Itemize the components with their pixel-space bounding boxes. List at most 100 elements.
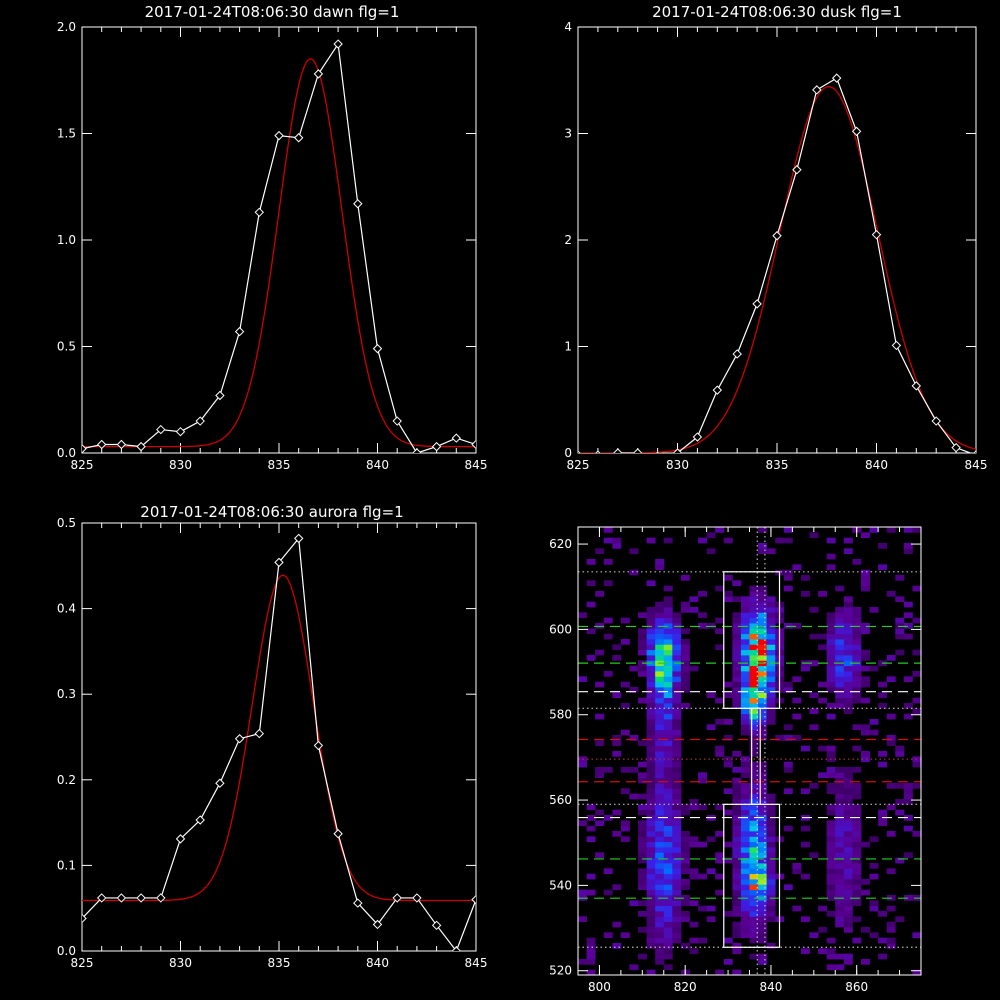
heatmap-cell bbox=[612, 655, 622, 661]
heatmap-cell bbox=[852, 649, 862, 656]
heatmap-cell bbox=[886, 804, 896, 811]
heatmap-cell bbox=[852, 783, 862, 789]
heatmap-cell bbox=[852, 916, 862, 923]
heatmap-cell bbox=[886, 527, 896, 533]
data-point-marker bbox=[353, 898, 363, 908]
heatmap-cell bbox=[749, 825, 759, 832]
heatmap-cell bbox=[758, 927, 768, 933]
heatmap-cell bbox=[835, 671, 845, 677]
heatmap-cell bbox=[852, 788, 862, 795]
heatmap-cell bbox=[818, 745, 828, 752]
heatmap-cell bbox=[766, 628, 776, 635]
heatmap-cell bbox=[758, 724, 768, 731]
heatmap-cell bbox=[655, 751, 665, 757]
heatmap-cell bbox=[843, 681, 853, 688]
heatmap-cell bbox=[775, 537, 785, 544]
heatmap-cell bbox=[826, 623, 836, 629]
heatmap-cell bbox=[903, 612, 913, 619]
heatmap-cell bbox=[723, 761, 733, 768]
heatmap-cell bbox=[612, 831, 622, 837]
heatmap-cell bbox=[912, 585, 921, 592]
heatmap-cell bbox=[749, 847, 759, 853]
heatmap-cell bbox=[826, 671, 836, 677]
heatmap-cell bbox=[655, 847, 665, 853]
heatmap-cell bbox=[646, 825, 656, 832]
heatmap-cell bbox=[749, 623, 759, 629]
heatmap-cell bbox=[646, 671, 656, 677]
heatmap-cell bbox=[826, 660, 836, 667]
heatmap-cell bbox=[655, 841, 665, 848]
heatmap-cell bbox=[663, 911, 673, 917]
heatmap-cell bbox=[749, 713, 759, 720]
heatmap-cell bbox=[766, 809, 776, 816]
heatmap-cell bbox=[723, 591, 733, 597]
heatmap-cell bbox=[740, 617, 750, 624]
heatmap-cell bbox=[783, 724, 793, 731]
heatmap-cell bbox=[698, 591, 708, 597]
heatmap-cell bbox=[818, 772, 828, 779]
heatmap-cell bbox=[843, 708, 853, 715]
heatmap-cell bbox=[878, 692, 888, 699]
heatmap-cell bbox=[723, 735, 733, 741]
heatmap-cell bbox=[843, 868, 853, 875]
data-point-marker bbox=[195, 416, 205, 426]
heatmap-cell bbox=[680, 660, 690, 667]
heatmap-cell bbox=[740, 719, 750, 725]
heatmap-cell bbox=[603, 537, 613, 544]
heatmap-cell bbox=[612, 735, 622, 741]
heatmap-cell bbox=[860, 927, 870, 933]
heatmap-cell bbox=[646, 820, 656, 827]
heatmap-cell bbox=[766, 836, 776, 843]
data-point-marker bbox=[254, 207, 265, 218]
heatmap-cell bbox=[655, 564, 665, 571]
heatmap-cell bbox=[595, 681, 605, 688]
heatmap-cell bbox=[758, 916, 768, 923]
heatmap-cell bbox=[723, 719, 733, 725]
heatmap-cell bbox=[732, 809, 742, 816]
heatmap-cell bbox=[655, 772, 665, 779]
heatmap-cell bbox=[680, 804, 690, 811]
heatmap-cell bbox=[646, 767, 656, 773]
heatmap-cell bbox=[835, 857, 845, 864]
heatmap-cell bbox=[663, 799, 673, 805]
heatmap-cell bbox=[749, 751, 759, 757]
heatmap-cell bbox=[835, 804, 845, 811]
heatmap-cell bbox=[732, 857, 742, 864]
heatmap-cell bbox=[620, 932, 630, 939]
heatmap-cell bbox=[740, 788, 750, 795]
plot-frame bbox=[81, 522, 477, 952]
heatmap-cell bbox=[869, 665, 879, 672]
heatmap-cell bbox=[672, 799, 682, 805]
heatmap-cell bbox=[809, 532, 819, 539]
heatmap-cell bbox=[655, 825, 665, 832]
heatmap-cell bbox=[638, 777, 647, 784]
heatmap-cell bbox=[758, 783, 768, 789]
heatmap-cell bbox=[706, 905, 716, 912]
heatmap-cell bbox=[595, 852, 605, 859]
heatmap-cell bbox=[732, 649, 742, 656]
heatmap-cell bbox=[749, 633, 759, 640]
heatmap-cell bbox=[638, 649, 647, 656]
heatmap-cell bbox=[878, 564, 888, 571]
heatmap-cell bbox=[758, 863, 768, 869]
heatmap-cell bbox=[680, 911, 690, 917]
heatmap-cell bbox=[586, 969, 596, 975]
heatmap-cell bbox=[663, 713, 673, 720]
heatmap-cell bbox=[912, 783, 921, 789]
heatmap-cell bbox=[903, 527, 913, 533]
heatmap-cell bbox=[655, 719, 665, 725]
heatmap-cell bbox=[749, 932, 759, 939]
heatmap-cell bbox=[680, 809, 690, 816]
heatmap-cell bbox=[818, 927, 828, 933]
heatmap-cell bbox=[826, 895, 836, 901]
heatmap-cell bbox=[620, 820, 630, 827]
heatmap-cell bbox=[740, 847, 750, 853]
heatmap-cell bbox=[595, 591, 605, 597]
heatmap-cell bbox=[663, 724, 673, 731]
heatmap-cell bbox=[852, 559, 862, 565]
data-point-marker bbox=[451, 433, 462, 443]
y-tick-label: 0.0 bbox=[57, 944, 76, 958]
heatmap-cell bbox=[852, 831, 862, 837]
heatmap-cell bbox=[638, 847, 647, 853]
heatmap-cell bbox=[638, 841, 647, 848]
